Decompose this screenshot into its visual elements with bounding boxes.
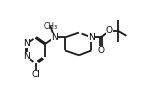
Text: N: N bbox=[88, 33, 95, 42]
Text: CH₃: CH₃ bbox=[43, 22, 57, 30]
Text: Cl: Cl bbox=[31, 70, 40, 79]
Text: O: O bbox=[97, 46, 104, 55]
Text: N: N bbox=[23, 39, 30, 48]
Text: N: N bbox=[23, 52, 30, 61]
Text: N: N bbox=[51, 33, 58, 42]
Text: O: O bbox=[106, 26, 113, 35]
